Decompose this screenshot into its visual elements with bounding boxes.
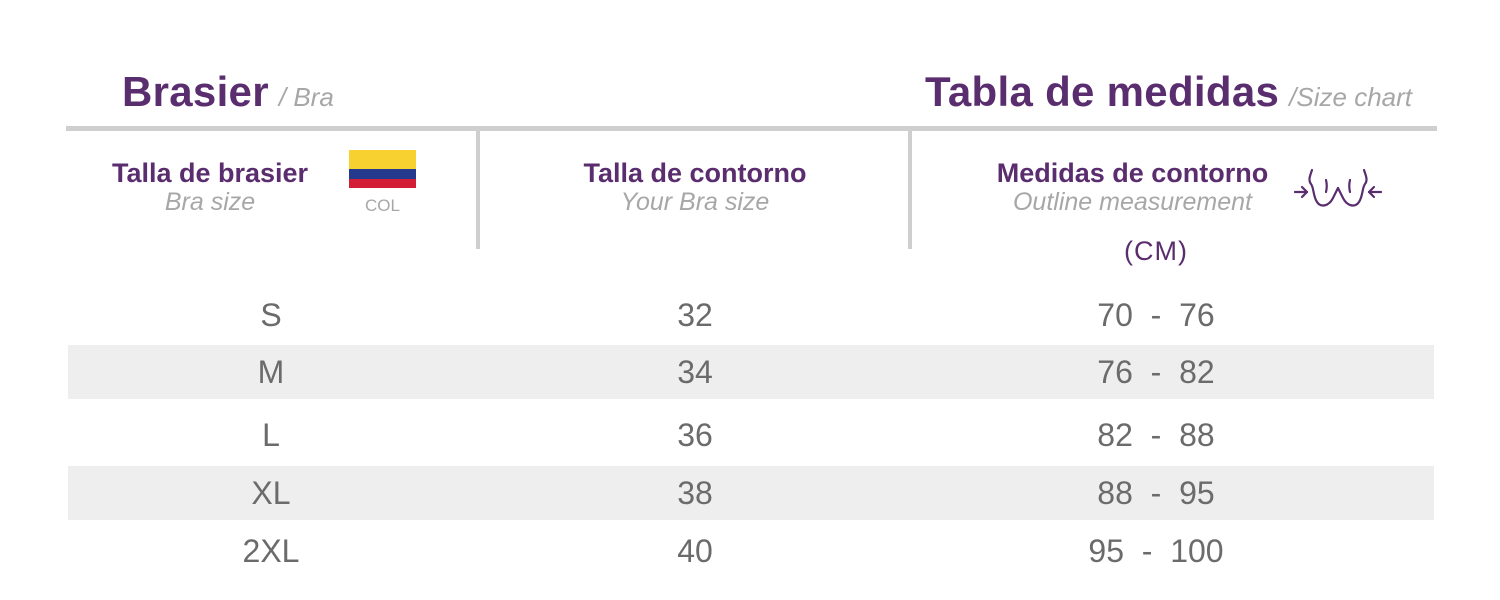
cell-size: S [260,297,282,333]
table-row: S 32 70 - 76 [68,288,1434,342]
column-header-band-size: Talla de contorno Your Bra size [540,158,850,216]
column-divider [476,131,480,249]
title-tabla-de-medidas: Tabla de medidas [925,68,1280,115]
cell-size: 2XL [242,533,300,569]
cell-range: 82 - 88 [1097,417,1215,453]
column-header-main: Talla de contorno [583,158,807,188]
column-header-sub: Your Bra size [620,188,770,216]
cell-range: 70 - 76 [1097,297,1215,333]
cell-range: 95 - 100 [1088,533,1224,569]
unit-label: (CM) [1124,236,1188,266]
table-row: XL 38 88 - 95 [68,466,1434,520]
cell-band: 38 [677,475,713,511]
cell-band: 34 [677,354,713,390]
page-title: Brasier / Bra [122,68,334,116]
column-header-measurement: Medidas de contorno Outline measurement [970,158,1295,216]
column-header-main: Talla de brasier [111,158,309,188]
title-brasier: Brasier [122,68,269,115]
flag-band-blue [349,169,416,179]
title-bra-subtitle: / Bra [278,82,334,112]
cell-range: 76 - 82 [1097,354,1215,390]
title-size-chart-subtitle: /Size chart [1289,82,1412,112]
table-row: M 34 76 - 82 [68,345,1434,399]
size-chart-title: Tabla de medidas /Size chart [925,68,1412,116]
column-divider [908,131,912,249]
cell-size: XL [251,475,291,511]
column-header-sub: Outline measurement [1012,188,1252,216]
bra-measure-icon [1293,168,1383,207]
header-divider [66,126,1437,131]
cell-band: 36 [677,417,713,453]
flag-band-yellow [349,150,416,169]
flag-caption: COL [365,196,400,215]
cell-band: 40 [677,533,713,569]
cell-size: L [262,417,280,453]
flag-band-red [349,178,416,188]
column-header-bra-size: Talla de brasier Bra size [95,158,325,216]
column-header-sub: Bra size [164,188,256,216]
cell-range: 88 - 95 [1097,475,1215,511]
cell-size: M [257,354,285,390]
table-row: 2XL 40 95 - 100 [68,524,1434,578]
colombia-flag-icon [349,150,416,188]
cell-band: 32 [677,297,713,333]
table-row: L 36 82 - 88 [68,408,1434,462]
column-header-main: Medidas de contorno [996,158,1269,188]
